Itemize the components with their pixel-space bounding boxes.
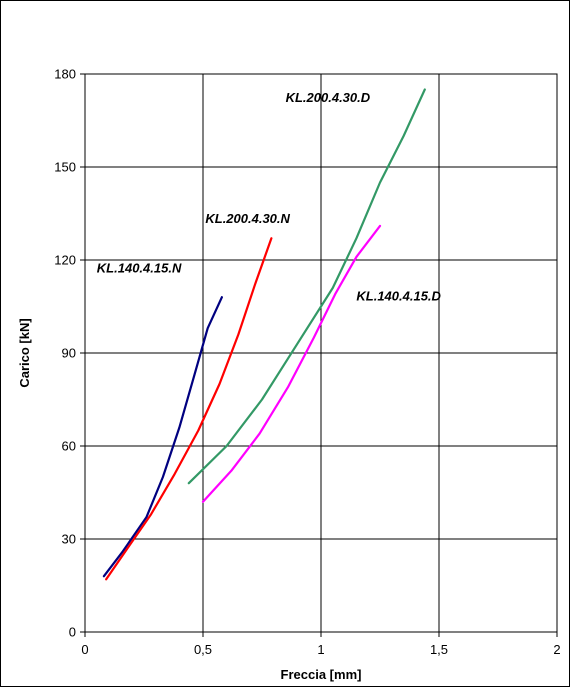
x-tick-label: 0,5 bbox=[194, 642, 212, 657]
x-axis-title: Freccia [mm] bbox=[281, 667, 362, 682]
y-tick-label: 120 bbox=[54, 253, 76, 268]
x-tick-label: 1,5 bbox=[430, 642, 448, 657]
series-line-kl-140-4-15-n bbox=[102, 296, 223, 578]
x-tick-label: 1 bbox=[317, 642, 324, 657]
y-axis-title: Carico [kN] bbox=[17, 318, 32, 387]
series-label-kl-140-4-15-d: KL.140.4.15.D bbox=[356, 288, 441, 303]
y-tick-label: 0 bbox=[69, 625, 76, 640]
series-line-kl-140-4-15-d bbox=[201, 224, 382, 503]
x-tick-label: 2 bbox=[553, 642, 560, 657]
series-label-kl-200-4-30-n: KL.200.4.30.N bbox=[205, 211, 290, 226]
y-tick-label: 180 bbox=[54, 67, 76, 82]
series-lines bbox=[102, 88, 426, 581]
axis-ticks: 0 30 60 90 120 150 180 0 0,5 1 1,5 2 bbox=[54, 67, 560, 658]
series-labels: KL.140.4.15.N KL.200.4.30.N KL.200.4.30.D K… bbox=[97, 90, 442, 303]
y-tick-label: 150 bbox=[54, 160, 76, 175]
series-line-kl-200-4-30-n bbox=[105, 237, 273, 581]
y-tick-label: 60 bbox=[62, 439, 76, 454]
series-label-kl-140-4-15-n: KL.140.4.15.N bbox=[97, 260, 182, 275]
x-tick-label: 0 bbox=[81, 642, 88, 657]
y-tick-label: 30 bbox=[62, 532, 76, 547]
grid bbox=[85, 73, 557, 632]
series-label-kl-200-4-30-d: KL.200.4.30.D bbox=[286, 90, 371, 105]
series-line-kl-200-4-30-d bbox=[187, 88, 426, 485]
y-tick-label: 90 bbox=[62, 346, 76, 361]
